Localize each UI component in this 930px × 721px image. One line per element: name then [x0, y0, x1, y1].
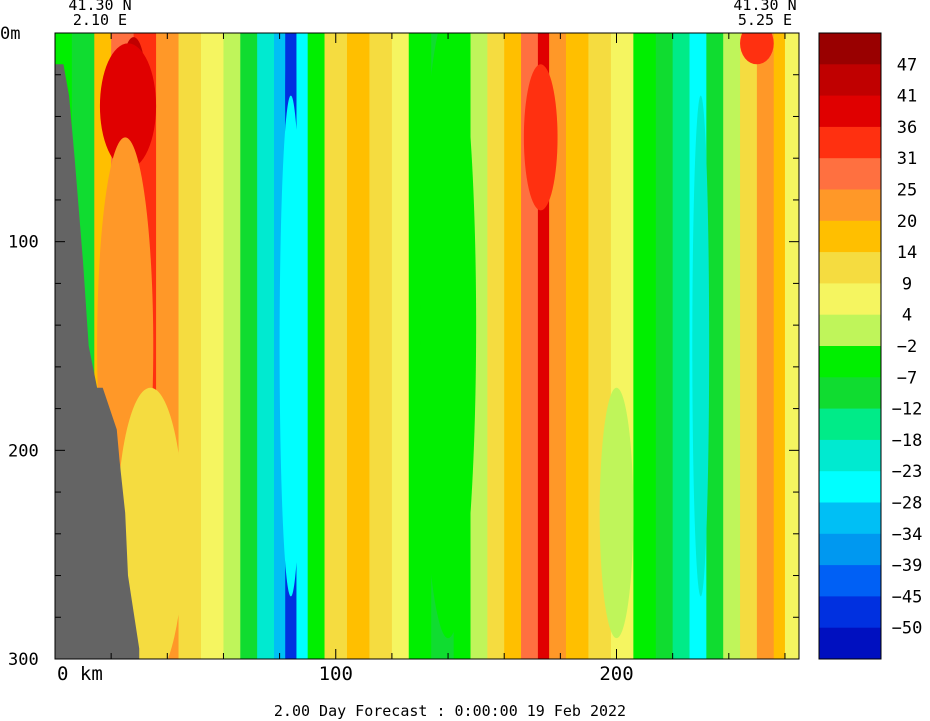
heatmap-column — [723, 33, 741, 659]
colorbar-swatch — [819, 189, 881, 222]
colorbar-frame — [818, 32, 882, 660]
colorbar-label: 20 — [897, 212, 917, 232]
x-axis-labels: 0 km 100 200 — [57, 663, 634, 685]
colorbar-label: −34 — [892, 525, 923, 545]
colorbar-label: −12 — [892, 400, 923, 420]
colorbar-label: 9 — [902, 274, 912, 294]
colorbar-label: 25 — [897, 181, 917, 201]
start-lon-label: 2.10 E — [73, 11, 127, 29]
colorbar-label: 36 — [897, 118, 917, 138]
colorbar-label: −28 — [892, 494, 923, 514]
heatmap-column — [324, 33, 348, 659]
heatmap-cell — [692, 95, 710, 597]
colorbar-label: 14 — [897, 243, 917, 263]
colorbar-swatch — [819, 95, 881, 128]
heatmap-cell — [419, 33, 477, 639]
heatmap-column — [487, 33, 505, 659]
colorbar-swatch — [819, 502, 881, 535]
heatmap-cell — [523, 64, 558, 211]
colorbar-swatch — [819, 408, 881, 441]
colorbar-label: 47 — [897, 55, 917, 75]
colorbar-swatch — [819, 126, 881, 159]
x-tick-label: 200 — [599, 663, 633, 685]
colorbar-swatch — [819, 533, 881, 566]
colorbar-swatch — [819, 252, 881, 284]
colorbar-label: −7 — [897, 368, 917, 388]
heatmap-column — [391, 33, 410, 659]
colorbar-label: 41 — [897, 87, 917, 107]
x-tick-label: 0 km — [57, 663, 103, 685]
heatmap-column — [307, 33, 326, 659]
heatmap-column — [672, 33, 691, 659]
heatmap-column — [773, 33, 786, 659]
colorbar — [818, 32, 882, 660]
heatmap-column — [200, 33, 225, 659]
heatmap-cell — [279, 95, 303, 597]
colorbar-label: −23 — [892, 462, 923, 482]
colorbar-label: −39 — [892, 556, 923, 576]
y-tick-label: 0m — [0, 24, 20, 44]
land-mask — [55, 33, 140, 659]
x-tick-label: 100 — [319, 663, 353, 685]
heatmap-column — [178, 33, 202, 659]
heatmap-cell — [599, 387, 634, 639]
colorbar-swatch — [819, 64, 881, 97]
plot-frame — [54, 32, 800, 660]
heatmap-column — [504, 33, 522, 659]
colorbar-swatch — [819, 283, 881, 316]
colorbar-swatch — [819, 439, 881, 472]
y-axis-labels: 0m 100 200 300 — [0, 24, 39, 670]
colorbar-swatch — [819, 627, 881, 660]
forecast-footer: 2.00 Day Forecast : 0:00:00 19 Feb 2022 — [274, 702, 626, 720]
heatmap-column — [369, 33, 393, 659]
end-lon-label: 5.25 E — [738, 11, 792, 29]
y-tick-label: 200 — [8, 441, 39, 461]
heatmap-column — [565, 33, 590, 659]
colorbar-swatch — [819, 33, 881, 65]
heatmap-column — [223, 33, 241, 659]
colorbar-swatch — [819, 314, 881, 347]
colorbar-swatch — [819, 565, 881, 597]
heatmap-column — [784, 33, 799, 659]
heatmap-column — [549, 33, 567, 659]
heatmap-column — [537, 33, 550, 659]
colorbar-label: −50 — [892, 619, 923, 639]
heatmap-column — [257, 33, 275, 659]
heatmap-column — [240, 33, 258, 659]
heatmap-cell — [740, 33, 774, 65]
land-area — [55, 33, 140, 659]
colorbar-label: −45 — [892, 587, 923, 607]
y-tick-label: 100 — [8, 233, 39, 253]
y-tick-label: 300 — [8, 650, 39, 670]
heatmap-column — [740, 33, 758, 659]
heatmap-cell — [116, 387, 185, 659]
heatmap-field — [55, 33, 799, 659]
colorbar-label: 4 — [902, 306, 912, 326]
colorbar-swatch — [819, 220, 881, 253]
heatmap-column — [706, 33, 724, 659]
colorbar-swatch — [819, 471, 881, 503]
colorbar-label: 31 — [897, 149, 917, 169]
colorbar-swatch — [819, 596, 881, 629]
colorbar-labels: 47 41 36 31 25 20 14 9 4 −2 −7 −12 −18 −23 −28 −34 −39 −4… — [892, 55, 923, 638]
start-lat-label: 41.30 N — [68, 0, 131, 14]
heatmap-cell — [99, 43, 157, 169]
heatmap-column — [296, 33, 309, 659]
colorbar-swatch — [819, 346, 881, 378]
heatmap-column — [633, 33, 657, 659]
colorbar-swatch — [819, 158, 881, 190]
colorbar-swatch — [819, 377, 881, 410]
heatmap-column — [655, 33, 674, 659]
heatmap-column — [756, 33, 775, 659]
heatmap-column — [346, 33, 371, 659]
axis-ticks — [54, 32, 799, 660]
colorbar-label: −18 — [892, 431, 923, 451]
colorbar-label: −2 — [897, 337, 917, 357]
end-lat-label: 41.30 N — [733, 0, 796, 14]
heatmap-column — [470, 33, 488, 659]
